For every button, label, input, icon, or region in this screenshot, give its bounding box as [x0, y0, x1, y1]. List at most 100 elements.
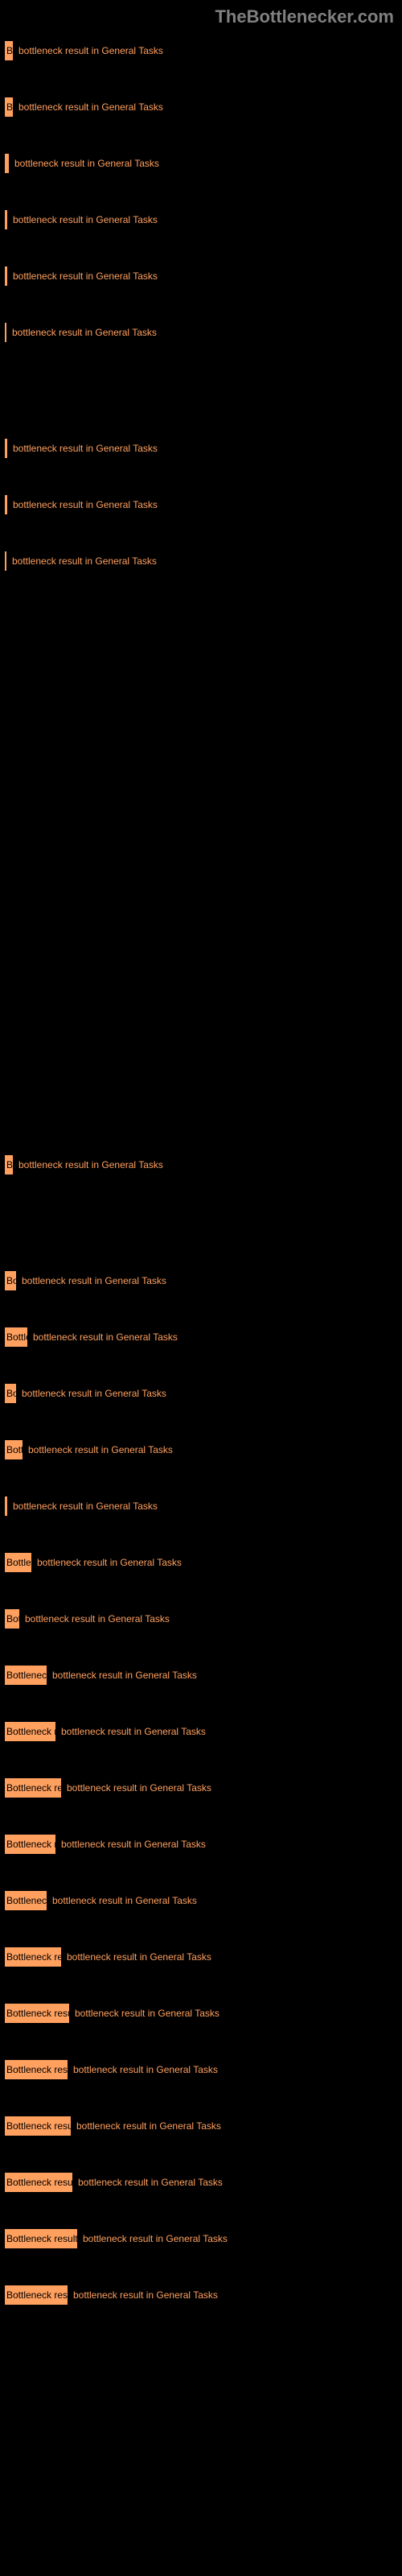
bar-value-label: bottleneck result in General Tasks: [28, 1444, 173, 1455]
bar-value-label: bottleneck result in General Tasks: [12, 327, 157, 338]
bar-value-label: bottleneck result in General Tasks: [61, 1839, 206, 1850]
bar-row: Bottleneck rese bottleneck result in Gene…: [4, 1946, 402, 1967]
bar-row: Bottleneck result bottleneck result in Ge…: [4, 2172, 402, 2193]
chart-bar: Bottleneck result: [4, 2003, 70, 2024]
bar-row: Bottleneck rese bottleneck result in Gene…: [4, 1777, 402, 1798]
chart-bar: Bottleneck resul: [4, 2285, 68, 2306]
chart-bar: [4, 1496, 8, 1517]
bar-row: bottleneck result in General Tasks: [4, 209, 402, 230]
chart-bar: Bottleneck result: [4, 2172, 73, 2193]
bar-value-label: bottleneck result in General Tasks: [52, 1895, 197, 1906]
chart-bar: B: [4, 97, 14, 118]
chart-bar: [4, 494, 8, 515]
bar-inner-label: Bot: [6, 1613, 19, 1624]
bar-row: Bottleneck re bottleneck result in Genera…: [4, 1834, 402, 1855]
bar-value-label: bottleneck result in General Tasks: [76, 2120, 221, 2132]
bar-value-label: bottleneck result in General Tasks: [18, 45, 163, 56]
bar-row: bottleneck result in General Tasks: [4, 494, 402, 515]
chart-bar: [4, 438, 8, 459]
bar-row: bottleneck result in General Tasks: [4, 322, 402, 343]
bar-row: Bottleneck re bottleneck result in Genera…: [4, 1721, 402, 1742]
bar-row: Bottleneck resulbottleneck result in Gen…: [4, 2285, 402, 2306]
bar-inner-label: Bottleneck resul: [6, 2064, 68, 2075]
bar-inner-label: Bottleneck resul: [6, 2289, 68, 2301]
bar-row: Bottleneck result bottleneck result in G…: [4, 2228, 402, 2249]
chart-bar: Bottl: [4, 1439, 23, 1460]
chart-bar: Bottler: [4, 1327, 28, 1348]
bar-value-label: bottleneck result in General Tasks: [13, 443, 158, 454]
bar-row: Bottl bottleneck result in General Tasks: [4, 1439, 402, 1460]
bar-inner-label: Bottleneck rese: [6, 1951, 61, 1963]
bar-value-label: bottleneck result in General Tasks: [25, 1613, 170, 1624]
chart-bar: [4, 153, 10, 174]
chart-bar: B: [4, 40, 14, 61]
bar-row: Bo bottleneck result in General Tasks: [4, 1270, 402, 1291]
bar-inner-label: Bottler: [6, 1331, 27, 1343]
chart-bar: Bot: [4, 1608, 20, 1629]
bar-inner-label: Bottleneck result: [6, 2177, 72, 2188]
bar-value-label: bottleneck result in General Tasks: [61, 1726, 206, 1737]
bar-inner-label: Bo: [6, 1388, 16, 1399]
bar-inner-label: Bottlene: [6, 1557, 31, 1568]
bar-row: Bobottleneck result in General Tasks: [4, 1383, 402, 1404]
bar-chart: Bbottleneck result in General TasksBbott…: [0, 0, 402, 2306]
bar-inner-label: Bo: [6, 1275, 16, 1286]
bar-row: Bbottleneck result in General Tasks: [4, 40, 402, 61]
bar-row: Bottleneckbottleneck result in General T…: [4, 1665, 402, 1686]
bar-inner-label: Bottleneck: [6, 1670, 47, 1681]
bar-value-label: bottleneck result in General Tasks: [14, 158, 159, 169]
chart-bar: [4, 209, 8, 230]
bar-value-label: bottleneck result in General Tasks: [18, 101, 163, 113]
bar-inner-label: Bottleneck re: [6, 1839, 55, 1850]
chart-bar: Bottleneck resul: [4, 2059, 68, 2080]
chart-bar: Bottleneck re: [4, 1834, 56, 1855]
bar-inner-label: Bottleneck result: [6, 2233, 77, 2244]
bar-value-label: bottleneck result in General Tasks: [73, 2064, 218, 2075]
bar-inner-label: Bottleneck: [6, 1895, 47, 1906]
bar-row: Bottlene bottleneck result in General Tas…: [4, 1552, 402, 1573]
bar-row: bottleneck result in General Tasks: [4, 266, 402, 287]
chart-bar: [4, 551, 7, 572]
chart-bar: Bottleneck: [4, 1665, 47, 1686]
bar-value-label: bottleneck result in General Tasks: [13, 270, 158, 282]
bar-value-label: bottleneck result in General Tasks: [13, 1501, 158, 1512]
bar-value-label: bottleneck result in General Tasks: [13, 214, 158, 225]
chart-bar: Bottleneck rese: [4, 1946, 62, 1967]
bar-row: Bottleneck result bottleneck result in Ge…: [4, 2116, 402, 2136]
bar-row: Bbottleneck result in General Tasks: [4, 1154, 402, 1175]
bar-row: Bot bottleneck result in General Tasks: [4, 1608, 402, 1629]
bar-inner-label: Bottl: [6, 1444, 23, 1455]
chart-bar: Bo: [4, 1270, 17, 1291]
bar-value-label: bottleneck result in General Tasks: [12, 555, 157, 567]
bar-row: Bottleneck bottleneck result in General T…: [4, 1890, 402, 1911]
chart-bar: Bottlene: [4, 1552, 32, 1573]
chart-bar: Bottleneck re: [4, 1721, 56, 1742]
bar-row: Bottler bottleneck result in General Task…: [4, 1327, 402, 1348]
bar-value-label: bottleneck result in General Tasks: [37, 1557, 182, 1568]
chart-bar: Bottleneck rese: [4, 1777, 62, 1798]
bar-value-label: bottleneck result in General Tasks: [83, 2233, 228, 2244]
chart-bar: Bottleneck: [4, 1890, 47, 1911]
bar-inner-label: B: [6, 101, 13, 113]
bar-value-label: bottleneck result in General Tasks: [67, 1951, 211, 1963]
bar-inner-label: B: [6, 1159, 13, 1170]
bar-inner-label: Bottleneck result: [6, 2120, 71, 2132]
bar-value-label: bottleneck result in General Tasks: [13, 499, 158, 510]
chart-bar: Bo: [4, 1383, 17, 1404]
chart-bar: [4, 322, 7, 343]
bar-row: Bbottleneck result in General Tasks: [4, 97, 402, 118]
bar-value-label: bottleneck result in General Tasks: [18, 1159, 163, 1170]
bar-inner-label: Bottleneck result: [6, 2008, 69, 2019]
chart-bar: B: [4, 1154, 14, 1175]
bar-row: bottleneck result in General Tasks: [4, 438, 402, 459]
bar-row: bottleneck result in General Tasks: [4, 153, 402, 174]
bar-inner-label: Bottleneck rese: [6, 1782, 61, 1794]
bar-row: Bottleneck resul bottleneck result in Gen…: [4, 2059, 402, 2080]
bar-value-label: bottleneck result in General Tasks: [67, 1782, 211, 1794]
chart-bar: [4, 266, 8, 287]
bar-value-label: bottleneck result in General Tasks: [22, 1275, 166, 1286]
bar-row: Bottleneck resultbottleneck result in Ge…: [4, 2003, 402, 2024]
bar-value-label: bottleneck result in General Tasks: [33, 1331, 178, 1343]
watermark-text: TheBottlenecker.com: [215, 6, 394, 27]
bar-value-label: bottleneck result in General Tasks: [78, 2177, 223, 2188]
